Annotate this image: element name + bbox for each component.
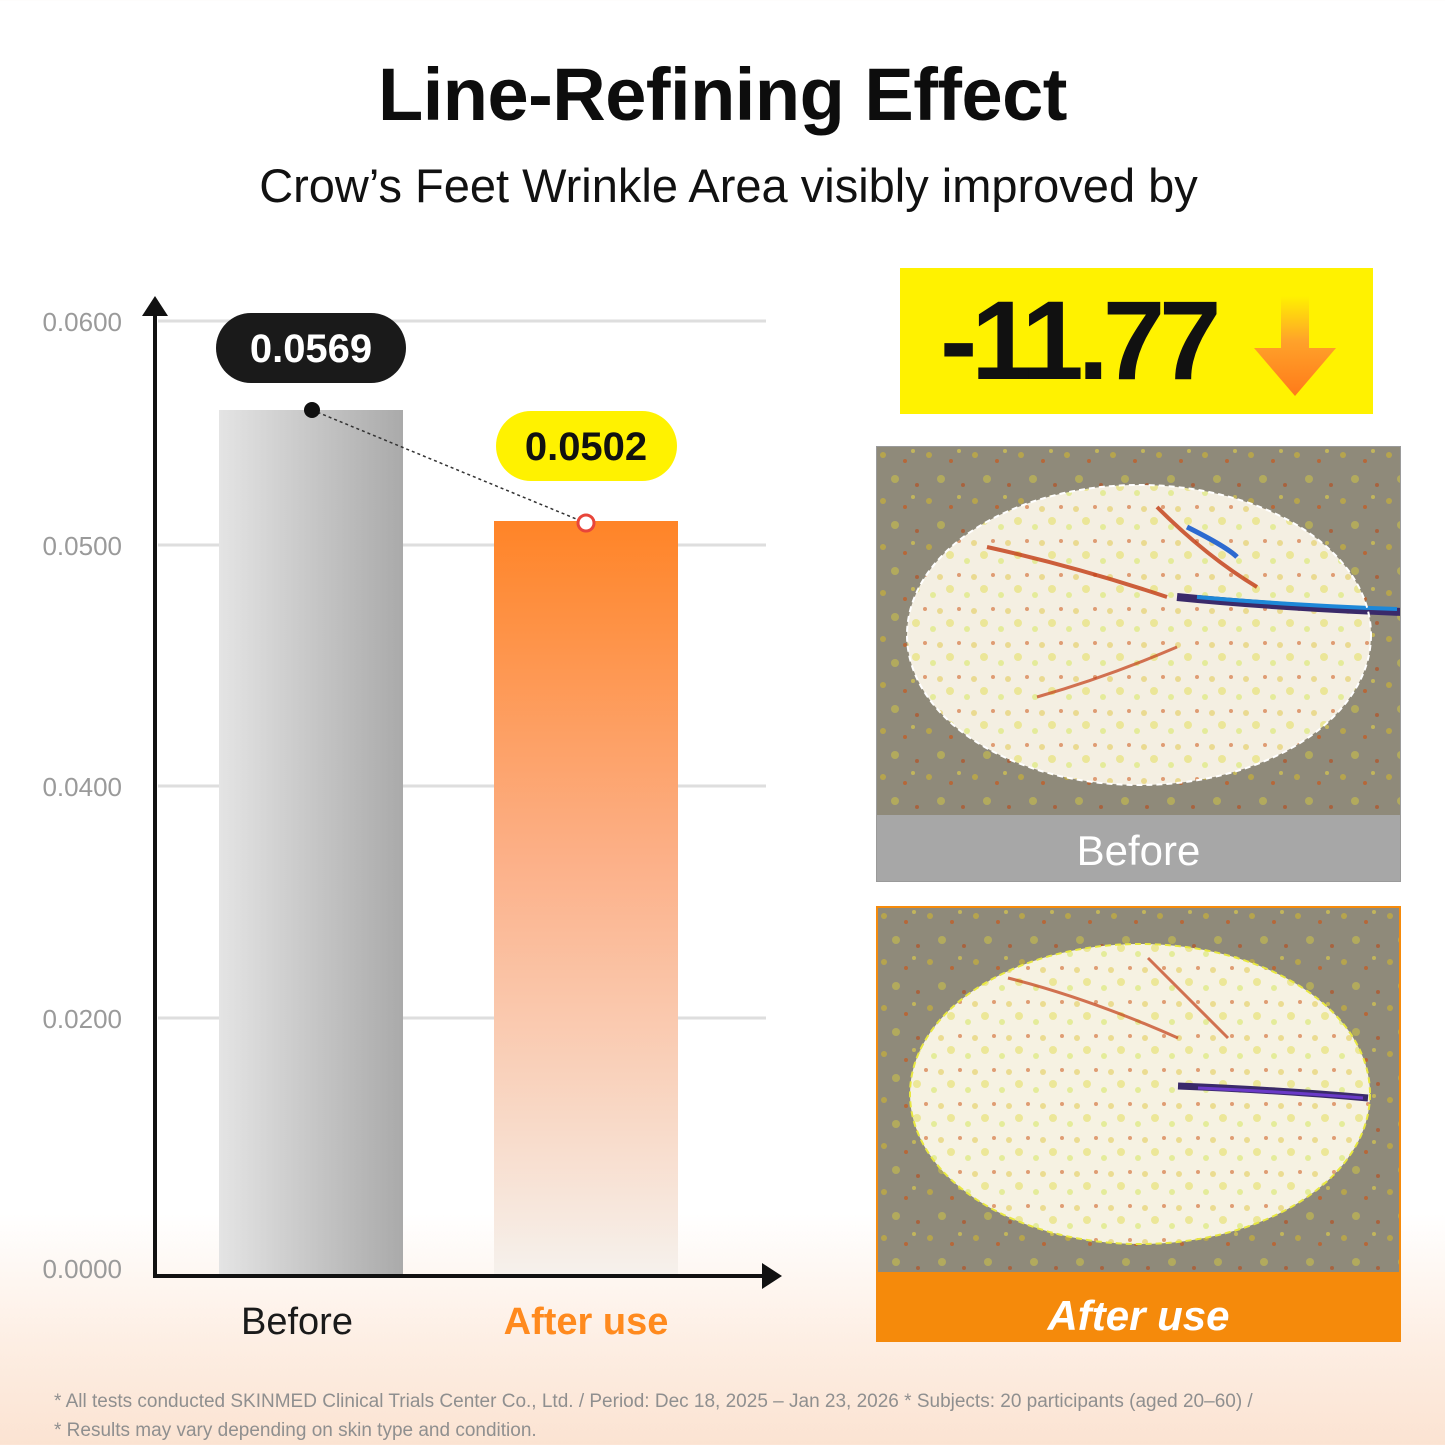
value-pill-before — [216, 313, 406, 383]
after-photo-label: After use — [1047, 1292, 1230, 1339]
value-pill-after — [496, 411, 677, 481]
category-label-after: After use — [504, 1301, 669, 1343]
down-arrow-icon — [1254, 296, 1336, 396]
bar-after — [494, 521, 678, 1274]
before-skin-image — [877, 447, 1400, 815]
point-marker-before — [304, 402, 320, 418]
change-badge: -11.77 — [900, 268, 1373, 414]
after-skin-image — [878, 908, 1399, 1272]
bar-chart: 0.0000 0.0200 0.0400 0.0500 0.0600 Before Aft… — [42, 296, 782, 1343]
page-title: Line-Refining Effect — [378, 53, 1067, 136]
change-value: -11.77 — [940, 278, 1221, 403]
y-tick-label: 0.0400 — [42, 772, 122, 802]
y-tick-label: 0.0500 — [42, 531, 122, 561]
before-photo-label: Before — [1076, 827, 1201, 874]
x-axis-arrow-icon — [762, 1263, 782, 1289]
before-photo-card: Before — [876, 446, 1401, 882]
bar-before — [219, 410, 403, 1274]
y-tick-label: 0.0200 — [42, 1004, 122, 1034]
after-photo-card: After use — [876, 906, 1401, 1342]
value-label-after: 0.0502 — [525, 425, 647, 469]
page-subtitle: Crow’s Feet Wrinkle Area visibly improve… — [259, 159, 1198, 212]
value-label-before: 0.0569 — [250, 327, 372, 371]
change-connector-line — [311, 409, 587, 524]
y-tick-label: 0.0600 — [42, 307, 122, 337]
footnote-line-1: * All tests conducted SKINMED Clinical T… — [54, 1391, 1253, 1412]
point-marker-after — [576, 513, 596, 533]
category-label-before: Before — [241, 1301, 353, 1343]
footnote-line-2: * Results may vary depending on skin typ… — [54, 1420, 537, 1441]
y-tick-label: 0.0000 — [42, 1254, 122, 1284]
y-axis-arrow-icon — [142, 296, 168, 316]
